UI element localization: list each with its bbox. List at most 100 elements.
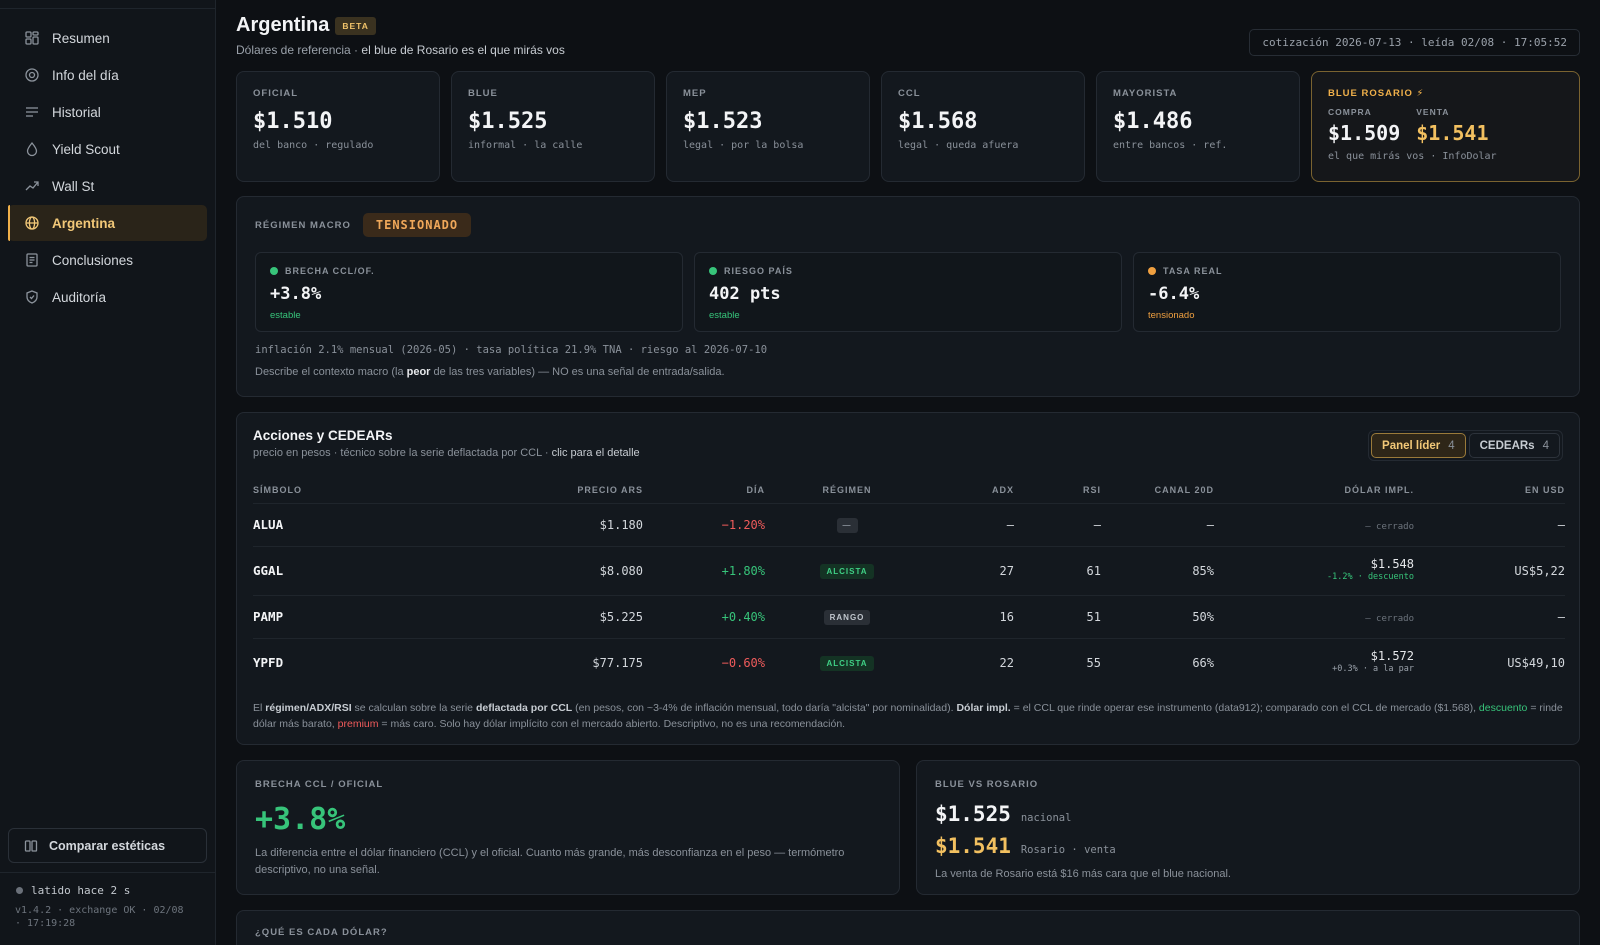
metric-riesgo-pais: RIESGO PAÍS 402 pts estable	[694, 252, 1122, 332]
sidebar-item-label: Auditoría	[52, 289, 107, 305]
col-header[interactable]: CANAL 20D	[1101, 477, 1214, 504]
sidebar-item-historial[interactable]: Historial	[8, 94, 207, 130]
sidebar-item-resumen[interactable]: Resumen	[8, 20, 207, 56]
metric-label: RIESGO PAÍS	[709, 266, 1107, 276]
footnote-discount: descuento	[1478, 702, 1528, 714]
cell-price: $1.180	[343, 503, 643, 547]
col-header[interactable]: DÓLAR IMPL.	[1214, 477, 1414, 504]
stocks-footnote: El régimen/ADX/RSI se calculan sobre la …	[253, 701, 1563, 732]
que-es-label: ¿QUÉ ES CADA DÓLAR?	[255, 927, 388, 938]
rate-sub: legal · por la bolsa	[683, 140, 804, 151]
stocks-title: Acciones y CEDEARs	[253, 428, 393, 443]
macro-regime-panel: RÉGIMEN MACRO TENSIONADO BRECHA CCL/OF. …	[236, 196, 1580, 397]
footnote-text: = rinde dólar más barato,	[253, 702, 1563, 730]
lines-icon	[24, 104, 40, 120]
col-header[interactable]: EN USD	[1414, 477, 1565, 504]
bvr-rosario-value: $1.541	[935, 834, 1011, 858]
heartbeat-status: latido hace 2 s	[16, 884, 130, 897]
blue-vs-rosario-card: BLUE VS ROSARIO $1.525 nacional $1.541 R…	[916, 760, 1580, 895]
trend-up-icon	[24, 178, 40, 194]
bvr-rosario-tag: Rosario · venta	[1020, 844, 1116, 856]
disclaimer-text: de las tres variables) — NO es una señal…	[433, 366, 725, 378]
rate-label: BLUE ROSARIO ⚡	[1328, 88, 1425, 99]
quote-timestamp: cotización 2026-07-13 · leída 02/08 · 17…	[1249, 29, 1580, 56]
col-header[interactable]: RSI	[1014, 477, 1101, 504]
sidebar-item-auditoria[interactable]: Auditoría	[8, 279, 207, 315]
table-row[interactable]: YPFD $77.175 −0.60% ALCISTA 22 55 66% $1…	[253, 638, 1565, 687]
page-subtitle: Dólares de referencia · el blue de Rosar…	[236, 43, 565, 57]
drop-icon	[24, 141, 40, 157]
what-is-each-dollar-card: ¿QUÉ ES CADA DÓLAR?	[236, 910, 1580, 945]
rate-card-oficial: OFICIAL $1.510 del banco · regulado	[236, 71, 440, 182]
cell-impl: $1.548 -1.2% · descuento	[1214, 546, 1414, 596]
col-header[interactable]: SÍMBOLO	[253, 477, 343, 504]
rate-value: $1.525	[468, 109, 548, 134]
impl-note: +0.3% · a la par	[1332, 663, 1414, 674]
bvr-rosario-row: $1.541 Rosario · venta	[935, 834, 1561, 858]
col-header[interactable]: ADX	[929, 477, 1014, 504]
cell-rsi: 61	[1014, 546, 1101, 596]
sidebar-item-conclusiones[interactable]: Conclusiones	[8, 242, 207, 278]
sidebar-item-info-del-dia[interactable]: Info del día	[8, 57, 207, 93]
cell-rsi: —	[1014, 503, 1101, 547]
rate-card-ccl: CCL $1.568 legal · queda afuera	[881, 71, 1085, 182]
col-header[interactable]: RÉGIMEN	[765, 477, 929, 504]
rate-card-blue: BLUE $1.525 informal · la calle	[451, 71, 655, 182]
regime-badge: ALCISTA	[820, 563, 874, 579]
sidebar-item-label: Argentina	[52, 215, 116, 231]
cell-adx: —	[929, 503, 1014, 547]
cell-adx: 22	[999, 655, 1014, 670]
status-dot	[270, 267, 278, 275]
sidebar-item-yield-scout[interactable]: Yield Scout	[8, 131, 207, 167]
heartbeat-text: latido hace 2 s	[31, 884, 131, 897]
bvr-text: La venta de Rosario está $16 más cara qu…	[935, 868, 1231, 880]
tab-cedears[interactable]: CEDEARs 4	[1468, 433, 1560, 458]
rate-sub: entre bancos · ref.	[1113, 140, 1228, 151]
stocks-table: SÍMBOLO PRECIO ARS DÍA RÉGIMEN ADX RSI C…	[253, 477, 1565, 687]
status-dot	[709, 267, 717, 275]
sidebar: Resumen Info del día Historial Yield Sco…	[0, 0, 216, 945]
col-header[interactable]: DÍA	[643, 477, 765, 504]
rate-sub: del banco · regulado	[253, 140, 374, 151]
tab-panel-lider[interactable]: Panel líder 4	[1371, 433, 1466, 458]
impl-closed: — cerrado	[1365, 521, 1414, 532]
beta-badge: BETA	[335, 16, 376, 35]
cell-price: $8.080	[343, 546, 643, 596]
brecha-text: La diferencia entre el dólar financiero …	[255, 847, 845, 876]
compare-aesthetics-button[interactable]: Comparar estéticas	[8, 828, 207, 863]
footnote-text: se calculan sobre la serie	[354, 702, 474, 714]
bvr-blue-row: $1.525 nacional	[935, 802, 1561, 826]
rate-sub: legal · queda afuera	[898, 140, 1019, 151]
tab-label: CEDEARs	[1479, 439, 1535, 452]
sidebar-item-label: Resumen	[52, 30, 110, 46]
sidebar-item-argentina[interactable]: Argentina	[8, 205, 207, 241]
rosario-buy-value: $1.509	[1328, 121, 1401, 145]
regime-badge: RANGO	[823, 609, 871, 625]
globe-icon	[24, 215, 40, 231]
metric-brecha: BRECHA CCL/OF. +3.8% estable	[255, 252, 683, 332]
macro-disclaimer: Describe el contexto macro (la peor de l…	[255, 366, 725, 378]
table-row[interactable]: GGAL $8.080 +1.80% ALCISTA 27 61 85% $1.…	[253, 546, 1565, 596]
metric-state: estable	[709, 310, 740, 321]
status-dot	[1148, 267, 1156, 275]
col-header[interactable]: PRECIO ARS	[343, 477, 643, 504]
cell-impl: — cerrado	[1214, 595, 1414, 639]
impl-closed: — cerrado	[1365, 613, 1414, 624]
cell-symbol: YPFD	[253, 655, 284, 671]
regime-badge: ALCISTA	[820, 655, 874, 671]
target-icon	[24, 67, 40, 83]
metric-label: BRECHA CCL/OF.	[270, 266, 668, 276]
brecha-card: BRECHA CCL / OFICIAL +3.8% La diferencia…	[236, 760, 900, 895]
brecha-value: +3.8%	[255, 802, 346, 837]
bvr-blue-value: $1.525	[935, 802, 1011, 826]
sidebar-bottom-divider	[0, 872, 215, 873]
table-row[interactable]: ALUA $1.180 −1.20% — — — — — cerrado —	[253, 503, 1565, 547]
cell-symbol: GGAL	[253, 546, 343, 596]
rosario-sell: VENTA $1.541	[1416, 107, 1488, 145]
sidebar-item-wall-st[interactable]: Wall St	[8, 168, 207, 204]
rate-value: $1.568	[898, 109, 978, 134]
table-row[interactable]: PAMP $5.225 +0.40% RANGO 16 51 50% — cer…	[253, 595, 1565, 639]
grid-icon	[24, 30, 40, 46]
metric-state: estable	[270, 310, 301, 321]
macro-state-badge: TENSIONADO	[362, 213, 472, 237]
